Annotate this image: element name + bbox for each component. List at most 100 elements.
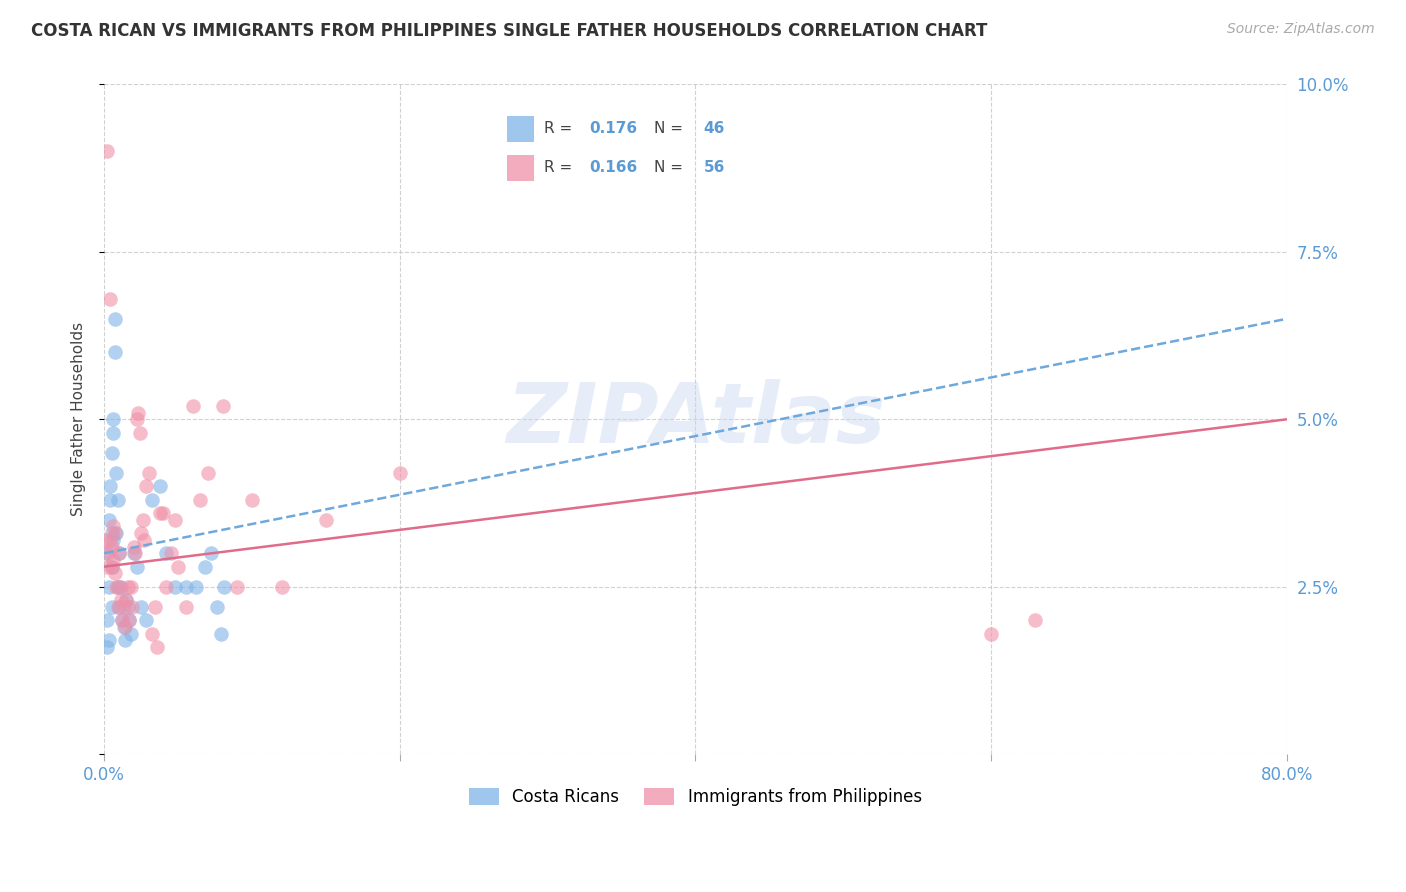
- Point: [105, 580, 128, 594]
- Point: [108, 546, 131, 560]
- Point: [97, 580, 120, 594]
- Point: [108, 546, 131, 560]
- Point: [96, 145, 118, 159]
- Point: [94, 533, 117, 547]
- Point: [104, 345, 127, 359]
- Point: [98, 292, 121, 306]
- Text: COSTA RICAN VS IMMIGRANTS FROM PHILIPPINES SINGLE FATHER HOUSEHOLDS CORRELATION : COSTA RICAN VS IMMIGRANTS FROM PHILIPPIN…: [31, 22, 987, 40]
- Point: [159, 546, 181, 560]
- Point: [149, 479, 172, 493]
- Point: [107, 599, 129, 614]
- Point: [141, 626, 163, 640]
- Point: [135, 613, 157, 627]
- Point: [125, 412, 148, 426]
- Point: [125, 559, 148, 574]
- Point: [108, 599, 131, 614]
- Point: [152, 506, 174, 520]
- Point: [108, 580, 131, 594]
- Point: [117, 599, 139, 614]
- Point: [980, 626, 1002, 640]
- Point: [143, 599, 166, 614]
- Point: [107, 580, 129, 594]
- Point: [212, 580, 235, 594]
- Point: [184, 580, 207, 594]
- Point: [96, 613, 118, 627]
- Point: [118, 613, 141, 627]
- Point: [165, 513, 187, 527]
- Point: [107, 492, 129, 507]
- Point: [132, 513, 155, 527]
- Point: [134, 533, 156, 547]
- Point: [270, 580, 292, 594]
- Point: [100, 559, 122, 574]
- Point: [101, 553, 124, 567]
- Point: [190, 492, 212, 507]
- Point: [388, 466, 411, 480]
- Text: ZIPAtlas: ZIPAtlas: [506, 379, 886, 459]
- Point: [97, 546, 120, 560]
- Point: [118, 613, 141, 627]
- Point: [129, 599, 152, 614]
- Point: [112, 599, 135, 614]
- Point: [97, 633, 120, 648]
- Point: [100, 446, 122, 460]
- Point: [101, 519, 124, 533]
- Point: [209, 626, 232, 640]
- Point: [226, 580, 249, 594]
- Point: [115, 593, 138, 607]
- Point: [205, 599, 228, 614]
- Point: [97, 513, 120, 527]
- Point: [100, 540, 122, 554]
- Point: [104, 566, 127, 581]
- Point: [138, 466, 160, 480]
- Point: [129, 526, 152, 541]
- Point: [104, 311, 127, 326]
- Point: [98, 533, 121, 547]
- Point: [124, 546, 146, 560]
- Point: [149, 506, 172, 520]
- Point: [240, 492, 263, 507]
- Point: [155, 546, 177, 560]
- Point: [181, 399, 204, 413]
- Point: [200, 546, 222, 560]
- Point: [155, 580, 177, 594]
- Point: [194, 559, 217, 574]
- Point: [146, 640, 169, 654]
- Point: [111, 613, 134, 627]
- Point: [128, 425, 150, 440]
- Point: [98, 479, 121, 493]
- Point: [111, 613, 134, 627]
- Point: [110, 580, 132, 594]
- Point: [120, 580, 142, 594]
- Point: [197, 466, 219, 480]
- Point: [112, 620, 135, 634]
- Point: [105, 466, 128, 480]
- Point: [98, 492, 121, 507]
- Point: [135, 479, 157, 493]
- Point: [104, 526, 127, 541]
- Point: [165, 580, 187, 594]
- Point: [101, 533, 124, 547]
- Point: [101, 425, 124, 440]
- Point: [127, 406, 149, 420]
- Point: [174, 599, 197, 614]
- Point: [1024, 613, 1046, 627]
- Legend: Costa Ricans, Immigrants from Philippines: Costa Ricans, Immigrants from Philippine…: [463, 781, 928, 813]
- Point: [122, 540, 145, 554]
- Point: [114, 620, 136, 634]
- Point: [122, 546, 145, 560]
- Y-axis label: Single Father Households: Single Father Households: [72, 322, 86, 516]
- Point: [211, 399, 233, 413]
- Point: [100, 526, 122, 541]
- Point: [174, 580, 197, 594]
- Point: [117, 580, 139, 594]
- Point: [110, 593, 132, 607]
- Text: Source: ZipAtlas.com: Source: ZipAtlas.com: [1227, 22, 1375, 37]
- Point: [141, 492, 163, 507]
- Point: [167, 559, 190, 574]
- Point: [100, 559, 122, 574]
- Point: [96, 559, 118, 574]
- Point: [114, 633, 136, 648]
- Point: [96, 640, 118, 654]
- Point: [100, 599, 122, 614]
